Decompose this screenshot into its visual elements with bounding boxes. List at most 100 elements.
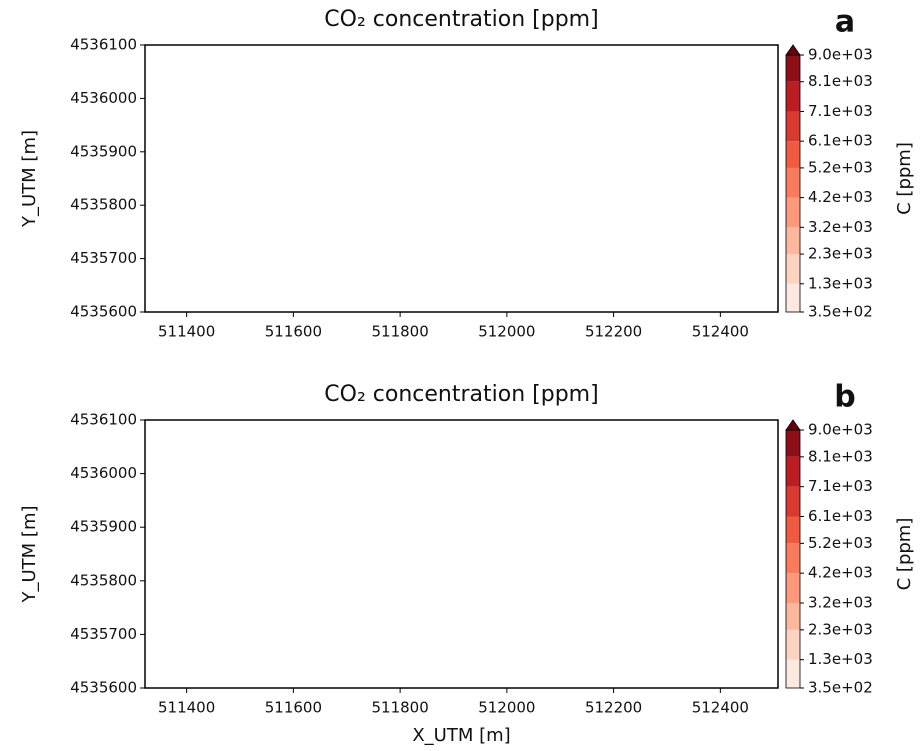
y-tick-label: 4535600	[70, 679, 137, 697]
colorbar-tick-label: 8.1e+03	[808, 72, 873, 90]
y-tick-label: 4535700	[70, 625, 137, 643]
x-tick-label: 512200	[585, 699, 642, 717]
plume-halo	[651, 554, 778, 640]
x-tick-label: 511400	[158, 323, 215, 341]
plume-halo	[620, 179, 778, 259]
colorbar-band	[786, 602, 800, 630]
plume-halo	[651, 554, 778, 640]
colorbar-band	[786, 629, 800, 660]
terrain	[525, 45, 607, 61]
colorbar-label: C [ppm]	[894, 142, 915, 215]
colorbar-tick-label: 7.1e+03	[808, 102, 873, 120]
colorbar-tick-label: 1.3e+03	[808, 274, 873, 292]
terrain	[746, 45, 778, 77]
colorbar-band	[786, 111, 800, 142]
field-background	[145, 45, 778, 312]
plume-halo	[145, 452, 778, 688]
plume-core	[620, 179, 778, 259]
colorbar-tick-label: 6.1e+03	[808, 132, 873, 150]
colorbar-tick-label: 2.3e+03	[808, 245, 873, 263]
x-tick-label: 511800	[371, 699, 428, 717]
chart-title: CO₂ concentration [ppm]	[324, 382, 598, 407]
plume-halo	[145, 452, 778, 688]
colorbar-frame	[785, 54, 801, 313]
colorbar-band	[786, 227, 800, 255]
colorbar-tick-label: 9.0e+03	[808, 421, 873, 439]
y-tick-label: 4536100	[70, 36, 137, 54]
colorbar-band	[786, 456, 800, 487]
colorbar-band	[786, 167, 800, 198]
colorbar-band	[786, 516, 800, 544]
field-background	[145, 420, 778, 688]
y-tick-label: 4535800	[70, 196, 137, 214]
y-tick-label: 4536000	[70, 464, 137, 482]
y-tick-label: 4535800	[70, 571, 137, 589]
plume-halo	[620, 179, 778, 259]
colorbar-band	[786, 573, 800, 603]
colorbar-band	[786, 55, 800, 82]
field	[145, 420, 778, 688]
plume-halo	[145, 58, 778, 312]
colorbar-band	[786, 430, 800, 457]
y-axis-label: Y_UTM [m]	[19, 506, 40, 604]
plume-halo	[145, 58, 778, 312]
terrain	[284, 45, 398, 72]
colorbar-band	[786, 197, 800, 228]
colorbar-tick-label: 4.2e+03	[808, 188, 873, 206]
chart-title: CO₂ concentration [ppm]	[324, 7, 598, 32]
plume-halo	[620, 179, 778, 259]
x-axis-label: X_UTM [m]	[412, 725, 510, 746]
colorbar-band	[786, 659, 800, 688]
plume-halo	[651, 554, 778, 640]
x-tick-label: 511400	[158, 699, 215, 717]
plume-halo	[145, 58, 778, 312]
x-tick-label: 511600	[265, 699, 322, 717]
colorbar-tick-label: 3.2e+03	[808, 218, 873, 236]
y-tick-label: 4536100	[70, 411, 137, 429]
x-tick-label: 512000	[478, 323, 535, 341]
colorbar-tick-label: 3.5e+02	[808, 679, 873, 697]
terrain	[746, 420, 778, 452]
colorbar-tick-label: 8.1e+03	[808, 447, 873, 465]
colorbar-band	[786, 543, 800, 574]
terrain	[284, 420, 398, 447]
colorbar-band	[786, 254, 800, 284]
plume-core	[651, 554, 778, 640]
terrain	[234, 45, 335, 165]
field	[145, 45, 778, 312]
plume-halo	[145, 58, 778, 312]
colorbar-extend	[785, 44, 801, 56]
plume-core	[145, 58, 778, 312]
panel-label: b	[834, 380, 855, 415]
y-tick-label: 4536000	[70, 89, 137, 107]
colorbar-tick-label: 1.3e+03	[808, 650, 873, 668]
y-tick-label: 4535700	[70, 249, 137, 267]
y-tick-label: 4535600	[70, 303, 137, 321]
colorbar-label: C [ppm]	[894, 518, 915, 591]
colorbar-tick-label: 6.1e+03	[808, 507, 873, 525]
panel-label: a	[835, 5, 855, 40]
colorbar-band	[786, 486, 800, 517]
colorbar-frame	[785, 429, 801, 689]
plume-halo	[620, 179, 778, 259]
x-tick-label: 512000	[478, 699, 535, 717]
colorbar-band	[786, 141, 800, 168]
colorbar-tick-label: 9.0e+03	[808, 46, 873, 64]
plume-halo	[651, 554, 778, 640]
plume-halo	[145, 452, 778, 688]
colorbar-tick-label: 3.2e+03	[808, 593, 873, 611]
colorbar-tick-label: 4.2e+03	[808, 564, 873, 582]
plume-core	[145, 452, 778, 688]
x-tick-label: 512400	[692, 699, 749, 717]
colorbar-extend	[785, 419, 801, 431]
x-tick-label: 511800	[371, 323, 428, 341]
axes-frame	[144, 44, 779, 313]
terrain	[234, 420, 335, 541]
terrain	[525, 420, 607, 436]
colorbar-tick-label: 3.5e+02	[808, 303, 873, 321]
x-tick-label: 512200	[585, 323, 642, 341]
x-tick-label: 511600	[265, 323, 322, 341]
y-axis-label: Y_UTM [m]	[19, 130, 40, 228]
colorbar-band	[786, 283, 800, 312]
